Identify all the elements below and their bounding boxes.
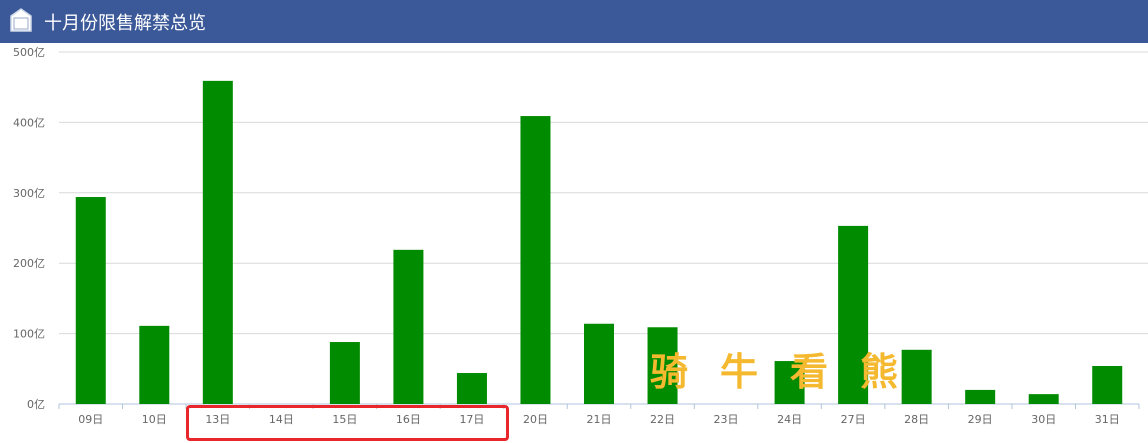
- bar-27日: [838, 225, 869, 404]
- bar-21日: [584, 323, 614, 404]
- bar-17日: [456, 373, 487, 404]
- bar-22日: [647, 327, 678, 404]
- x-tick-label: 28日: [904, 413, 929, 426]
- bar-28日: [901, 349, 932, 404]
- bar-31日: [1092, 365, 1123, 404]
- bar-20日: [520, 116, 551, 405]
- y-tick-label: 400亿: [13, 116, 45, 129]
- x-tick-label: 21日: [587, 413, 612, 426]
- x-tick-label: 15日: [332, 413, 357, 426]
- bar-24日: [774, 361, 805, 404]
- home-icon: [10, 8, 32, 32]
- y-tick-label: 200亿: [13, 257, 45, 270]
- y-tick-label: 300亿: [13, 187, 45, 200]
- bar-16日: [393, 249, 424, 404]
- x-tick-label: 13日: [205, 413, 230, 426]
- bar-30日: [1028, 394, 1059, 404]
- x-tick-label: 17日: [459, 413, 484, 426]
- bar-29日: [965, 389, 996, 404]
- watermark-char: 熊: [860, 350, 899, 394]
- bar-15日: [329, 342, 360, 404]
- x-tick-label: 20日: [523, 413, 548, 426]
- y-tick-label: 100亿: [13, 328, 45, 341]
- page-title: 十月份限售解禁总览: [44, 13, 206, 34]
- y-tick-label: 0亿: [27, 398, 45, 411]
- y-tick-label: 500亿: [13, 46, 45, 59]
- x-tick-label: 09日: [78, 413, 103, 426]
- x-tick-label: 30日: [1031, 413, 1056, 426]
- x-tick-label: 24日: [777, 413, 802, 426]
- watermark-char: 看: [790, 350, 829, 394]
- x-tick-label: 29日: [968, 413, 993, 426]
- x-tick-label: 16日: [396, 413, 421, 426]
- x-tick-label: 22日: [650, 413, 675, 426]
- x-tick-label: 10日: [142, 413, 167, 426]
- bar-10日: [139, 325, 170, 404]
- x-tick-label: 31日: [1095, 413, 1120, 426]
- bar-chart: 0亿 100亿 200亿 300亿 400亿 500亿 09日 10日 13日 14日 15日 16日…: [13, 46, 1148, 426]
- x-tick-label: 23日: [714, 413, 739, 426]
- x-tick-label: 14日: [269, 413, 294, 426]
- header-bar: 十月份限售解禁总览: [0, 0, 1148, 43]
- bar-09日: [75, 197, 106, 404]
- highlight-box: [186, 405, 509, 441]
- bar-13日: [202, 80, 233, 404]
- x-tick-label: 27日: [841, 413, 866, 426]
- watermark-char: 骑: [650, 350, 689, 394]
- watermark-char: 牛: [720, 350, 759, 394]
